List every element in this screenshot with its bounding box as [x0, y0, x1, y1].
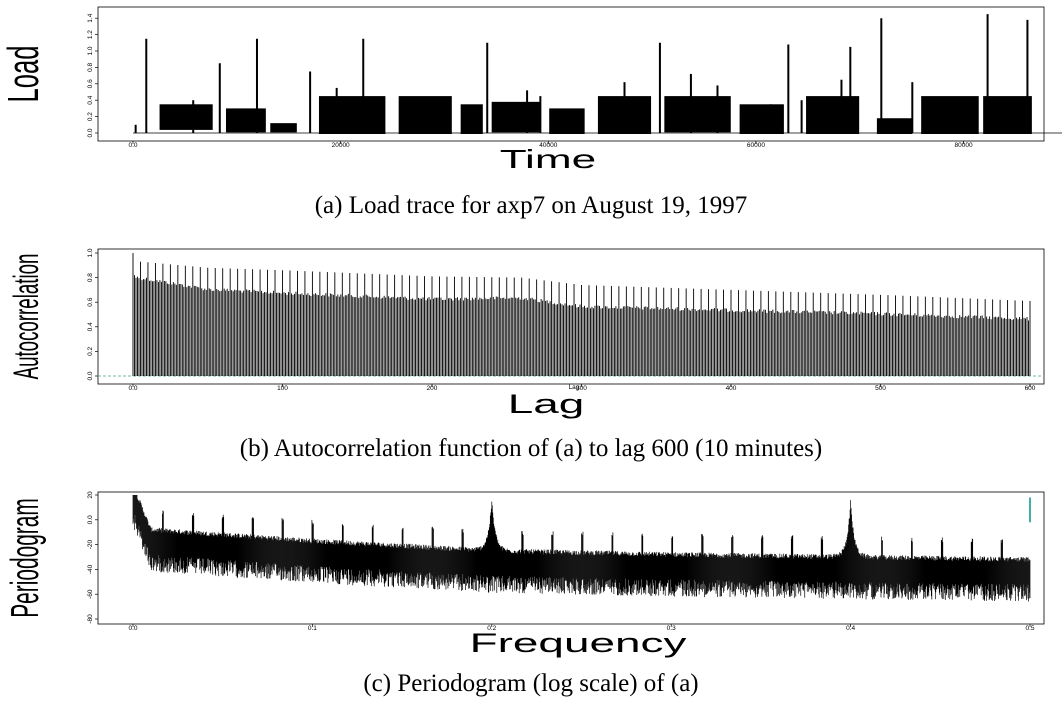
plot-frame [97, 248, 1045, 385]
y-tick-label: 0.6 [87, 79, 94, 88]
y-axis-label: Periodogram [3, 498, 47, 617]
y-tick-label: 1.2 [87, 30, 94, 39]
y-tick-label: 0.8 [87, 273, 94, 282]
x-tick-label: 20000 [332, 142, 350, 149]
load-block [159, 104, 213, 130]
y-axis-label: Autocorrelation [7, 254, 46, 380]
load-block [318, 96, 386, 134]
load-block [739, 104, 784, 134]
x-axis-label-small: Lag [569, 384, 580, 391]
y-tick-label: 0.0 [87, 515, 94, 524]
y-axis-label: Load [0, 46, 48, 103]
x-tick-label: 200 [427, 385, 438, 392]
load-block [270, 123, 297, 133]
x-tick-label: 0.0 [128, 385, 137, 392]
load-block [225, 108, 266, 133]
load-block [491, 101, 541, 133]
load-block [921, 96, 979, 134]
x-axis-label: Lag [508, 389, 585, 419]
chart-c: 20 0.0 -20 -40 -60 -80 0.0 0.1 0.2 0.3 0.4 0.5 Perio… [3, 491, 1045, 658]
load-block [983, 96, 1032, 134]
y-tick-label: 0.6 [87, 297, 94, 306]
caption-b: (b) Autocorrelation function of (a) to l… [239, 435, 823, 462]
caption-a: (a) Load trace for axp7 on August 19, 19… [314, 192, 748, 219]
x-tick-label: 600 [1025, 385, 1036, 392]
chart-a: 0.0 0.2 0.4 0.6 0.8 1.0 1.2 1.4 0.0 20000 40000 600… [0, 6, 1062, 174]
y-tick-label: -40 [87, 564, 94, 574]
y-tick-label: 0.8 [87, 63, 94, 72]
load-block [664, 96, 731, 133]
y-tick-label: -60 [87, 589, 94, 599]
x-tick-label: 0.3 [667, 625, 676, 632]
y-tick-label: 1.4 [87, 13, 94, 22]
y-tick-label: 0.0 [87, 371, 94, 380]
y-tick-label: -80 [87, 614, 94, 624]
x-tick-label: 40000 [539, 142, 557, 149]
y-tick-label: 0.4 [87, 95, 94, 104]
x-axis-label: Time [500, 144, 597, 173]
plot-frame [97, 6, 1045, 142]
x-tick-label: 300 [576, 385, 587, 392]
y-tick-label: 1.0 [87, 248, 94, 257]
y-tick-label: 0.0 [87, 128, 94, 137]
y-tick-label: 1.0 [87, 46, 94, 55]
caption-c: (c) Periodogram (log scale) of (a) [363, 670, 699, 697]
y-tick-label: 0.4 [87, 322, 94, 331]
x-tick-label: 400 [726, 385, 737, 392]
y-tick-label: -20 [87, 540, 94, 550]
x-tick-label: 0.0 [128, 625, 137, 632]
x-tick-label: 100 [277, 385, 288, 392]
x-tick-label: 0.1 [308, 625, 317, 632]
chart-b: 0.0 0.2 0.4 0.6 0.8 1.0 0.0 100 200 300 400 500 600 A… [7, 248, 1045, 419]
load-block [549, 108, 585, 134]
load-block [460, 104, 483, 134]
load-block [876, 118, 913, 134]
x-tick-label: 0.2 [487, 625, 496, 632]
x-axis-label: Frequency [470, 628, 687, 658]
y-tick-label: 0.2 [87, 347, 94, 356]
plot-frame [97, 491, 1045, 625]
x-tick-label: 500 [875, 385, 886, 392]
x-tick-label: 0.0 [128, 142, 137, 149]
x-tick-label: 60000 [747, 142, 765, 149]
y-tick-label: 0.2 [87, 112, 94, 121]
y-tick-label: 20 [87, 491, 94, 499]
x-tick-label: 0.5 [1025, 625, 1034, 632]
x-tick-label: 0.4 [846, 625, 855, 632]
x-tick-label: 80000 [955, 142, 973, 149]
